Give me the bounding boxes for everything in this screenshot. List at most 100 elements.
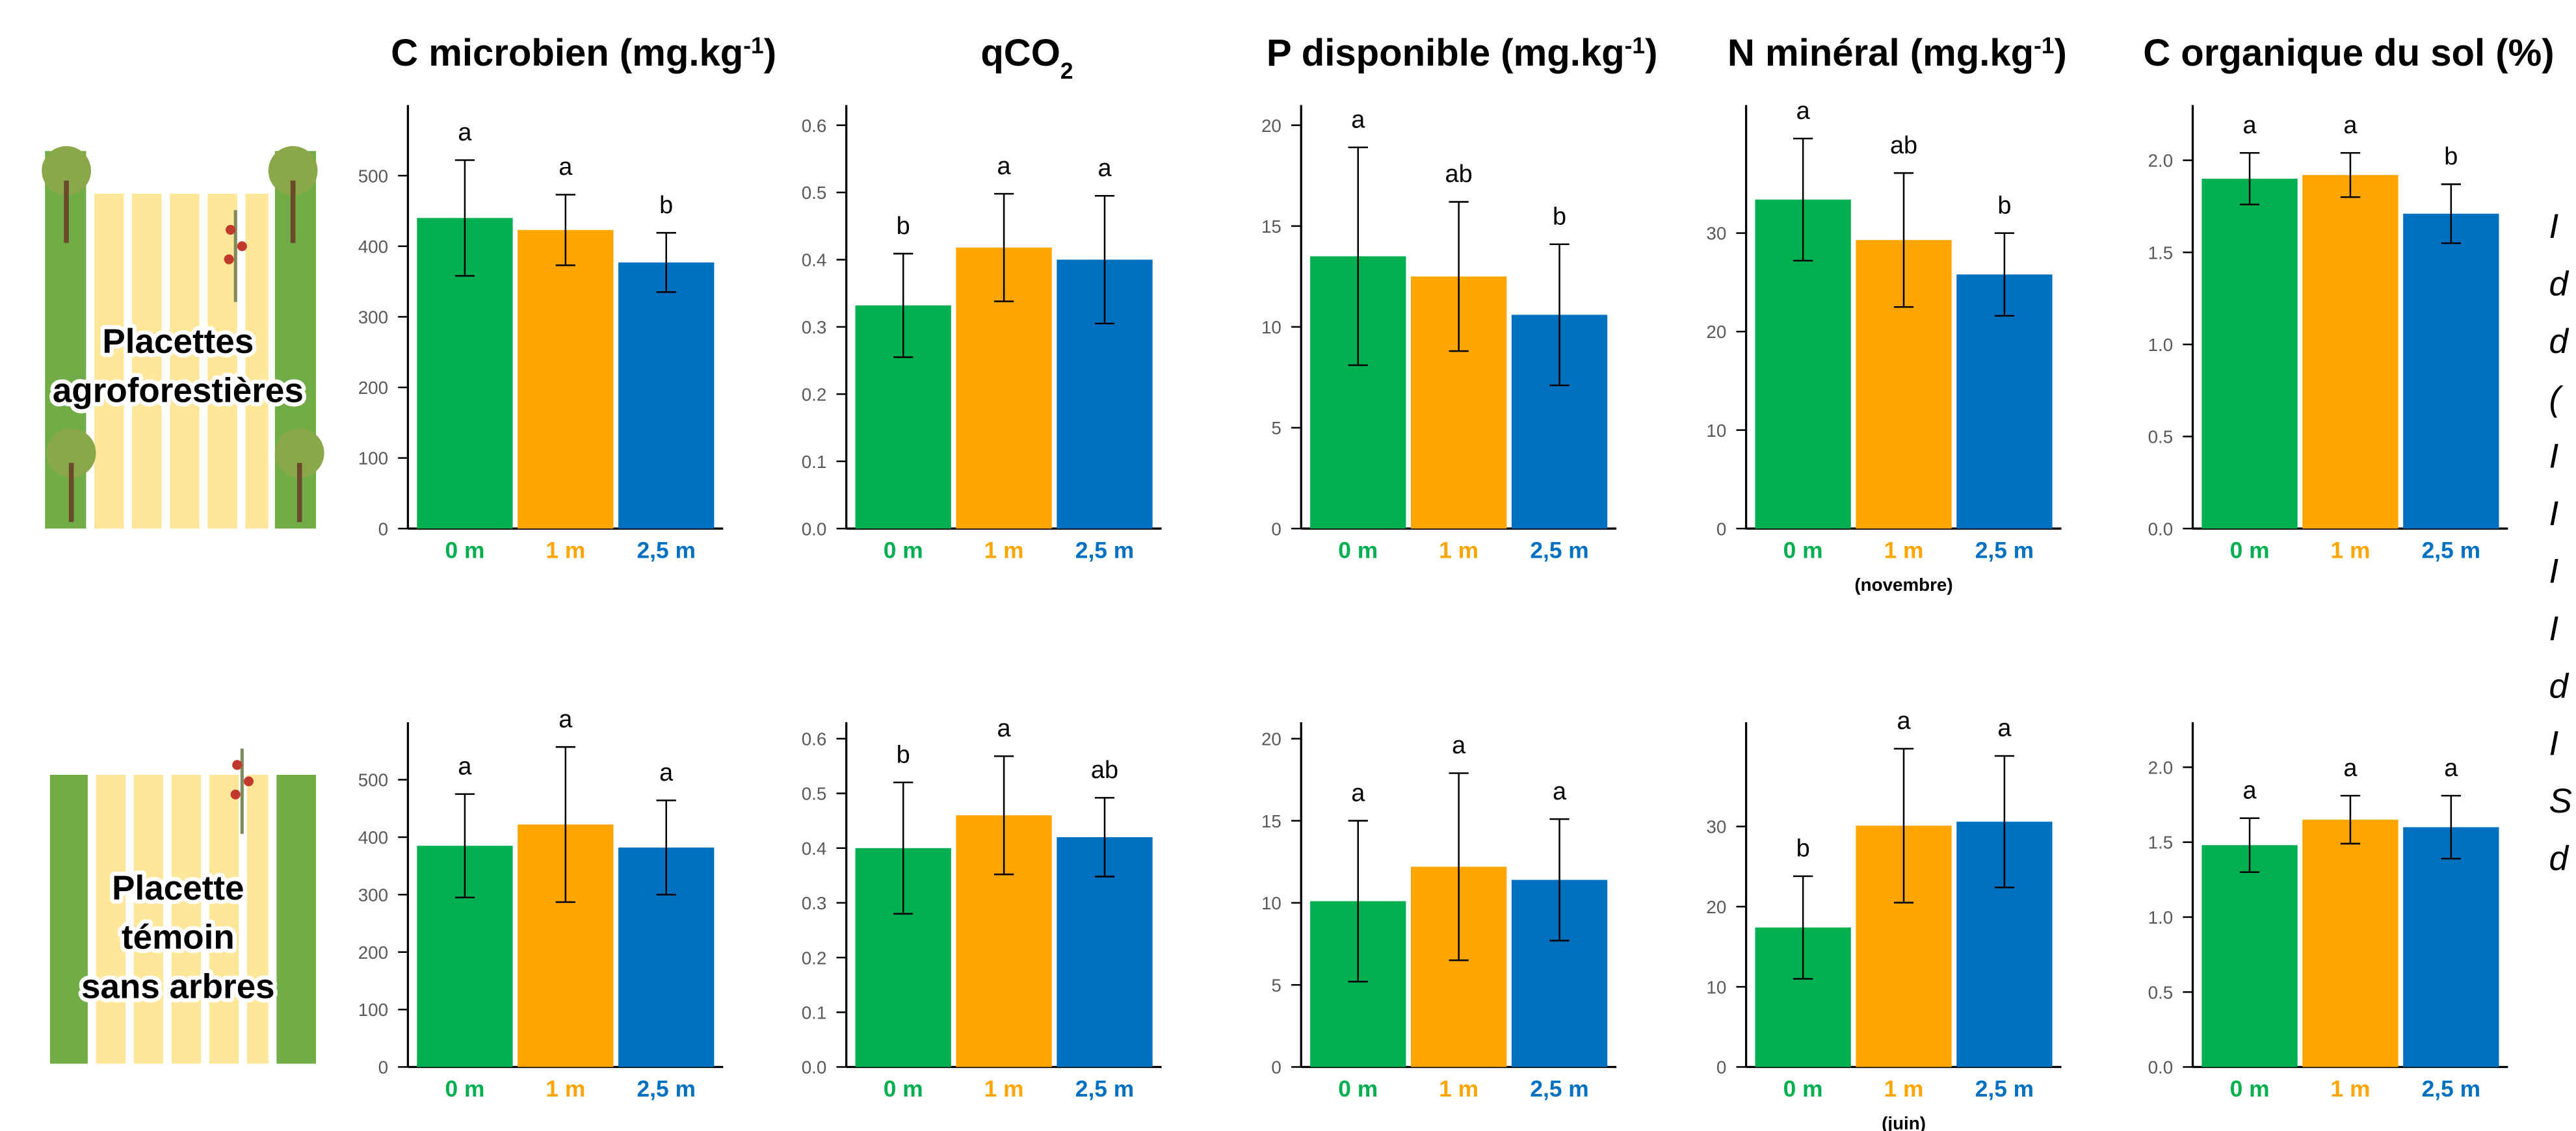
x-tick-label: 0 m: [1783, 538, 1823, 564]
significance-letter: a: [997, 715, 1012, 742]
bar: [2403, 213, 2499, 529]
title-part: ): [764, 32, 776, 74]
y-tick-label: 300: [358, 307, 388, 328]
y-tick-label: 2.0: [2148, 151, 2174, 171]
x-tick-label: 2,5 m: [1530, 538, 1588, 564]
significance-letter: a: [1452, 732, 1466, 759]
row-label: Placette: [112, 869, 244, 907]
significance-letter: b: [897, 213, 910, 240]
significance-letter: a: [559, 153, 573, 181]
bar: [518, 229, 614, 529]
significance-letter: a: [997, 153, 1012, 180]
y-tick-label: 0.1: [802, 1002, 827, 1022]
significance-letter: a: [1553, 778, 1567, 805]
side-text: I: [2549, 437, 2559, 476]
title-part: P disponible (mg.kg: [1267, 32, 1625, 74]
y-tick-label: 20: [1261, 729, 1281, 749]
x-tick-label: 1 m: [1884, 1076, 1924, 1102]
title-part: -1: [2034, 33, 2054, 58]
x-tick-label: 1 m: [1439, 1076, 1479, 1102]
y-tick-label: 0.1: [802, 452, 827, 472]
significance-letter: a: [559, 706, 573, 733]
significance-letter: b: [1553, 203, 1566, 230]
significance-letter: a: [1897, 708, 1911, 735]
title-part: qCO: [980, 32, 1060, 74]
x-tick-label: 0 m: [1338, 538, 1378, 564]
y-tick-label: 0.3: [802, 317, 827, 337]
significance-letter: a: [1351, 106, 1365, 133]
x-tick-label: 2,5 m: [1530, 1076, 1588, 1102]
y-tick-label: 1.5: [2148, 833, 2174, 853]
side-text: d: [2549, 839, 2569, 878]
x-tick-label: 2,5 m: [637, 1076, 696, 1102]
y-tick-label: 1.5: [2148, 242, 2174, 263]
y-tick-label: 0.5: [2148, 427, 2174, 447]
y-tick-label: 0.0: [802, 519, 827, 539]
column-title: C organique du sol (%): [2143, 32, 2554, 74]
x-tick-label: 2,5 m: [1075, 538, 1134, 564]
x-tick-label: 0 m: [445, 538, 484, 564]
significance-letter: a: [458, 119, 472, 146]
side-text: I: [2549, 610, 2559, 648]
x-tick-label: 0 m: [2230, 538, 2270, 564]
side-text: I: [2549, 207, 2559, 246]
title-part: ): [2055, 32, 2067, 74]
x-tick-label: 0 m: [445, 1076, 484, 1102]
x-tick-label: 2,5 m: [1075, 1076, 1134, 1102]
title-part: N minéral (mg.kg: [1728, 32, 2034, 74]
y-tick-label: 100: [358, 1000, 388, 1020]
bar: [1956, 274, 2053, 529]
title-part: ): [1645, 32, 1657, 74]
y-tick-label: 15: [1261, 811, 1281, 831]
y-tick-label: 0.4: [802, 250, 827, 270]
y-tick-label: 1.0: [2148, 335, 2174, 355]
y-tick-label: 200: [358, 942, 388, 963]
y-tick-label: 200: [358, 378, 388, 398]
title-part: C microbien (mg.kg: [391, 32, 743, 74]
side-text: I: [2549, 495, 2559, 533]
side-text: I: [2549, 552, 2559, 591]
x-tick-label: 1 m: [1439, 538, 1479, 564]
y-tick-label: 0: [1716, 1058, 1726, 1078]
y-tick-label: 10: [1261, 317, 1281, 337]
y-tick-label: 0: [378, 1058, 388, 1078]
y-tick-label: 100: [358, 448, 388, 469]
title-part: -1: [1625, 33, 1645, 58]
significance-letter: a: [1097, 155, 1112, 182]
plot-illustration-agroforestry: [42, 146, 324, 529]
y-tick-label: 500: [358, 770, 388, 790]
significance-letter: b: [2444, 143, 2458, 170]
y-tick-label: 20: [1706, 322, 1726, 342]
x-tick-label: 2,5 m: [2422, 538, 2480, 564]
bar: [2201, 845, 2298, 1067]
y-tick-label: 20: [1706, 897, 1726, 917]
x-tick-label: 0 m: [1338, 1076, 1378, 1102]
significance-letter: a: [1796, 98, 1811, 125]
side-text: (: [2549, 380, 2564, 418]
y-tick-label: 0.5: [802, 183, 827, 203]
x-tick-label: 1 m: [545, 1076, 585, 1102]
side-text: d: [2549, 322, 2569, 361]
x-tick-label: 1 m: [2330, 538, 2370, 564]
significance-letter: a: [1351, 779, 1365, 807]
significance-letter: a: [2444, 755, 2458, 782]
significance-letter: ab: [1445, 161, 1473, 188]
row-label: sans arbres: [81, 967, 275, 1006]
y-tick-label: 0.0: [2148, 519, 2174, 539]
y-tick-label: 0: [1271, 519, 1281, 539]
side-text: d: [2549, 265, 2569, 304]
y-tick-label: 20: [1261, 116, 1281, 136]
title-part: -1: [743, 33, 763, 58]
side-text: I: [2549, 725, 2559, 763]
bar: [2403, 827, 2499, 1067]
column-title: C microbien (mg.kg-1): [391, 32, 776, 74]
y-tick-label: 10: [1706, 421, 1726, 441]
significance-letter: ab: [1890, 132, 1917, 159]
y-tick-label: 0.5: [802, 784, 827, 804]
x-axis-label: (novembre): [1854, 575, 1952, 595]
y-tick-label: 0.2: [802, 384, 827, 404]
column-title: P disponible (mg.kg-1): [1267, 32, 1658, 74]
y-tick-label: 0.6: [802, 729, 827, 749]
y-tick-label: 10: [1706, 977, 1726, 997]
side-text: S: [2549, 782, 2572, 820]
